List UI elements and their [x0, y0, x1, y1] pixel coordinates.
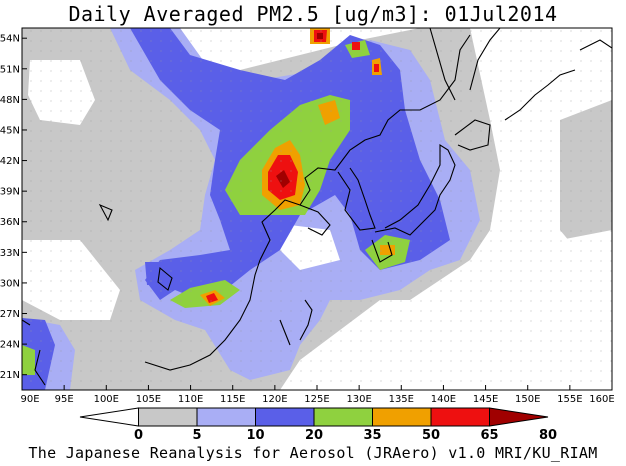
lat-tick-label: 33N: [0, 248, 20, 259]
lat-tick-label: 36N: [0, 217, 20, 228]
pm25-fields: [22, 28, 612, 390]
lon-tick-label: 160E: [589, 394, 614, 405]
lat-tick-label: 54N: [0, 34, 20, 45]
colorbar: 0 5 10 20 35 50 65 80: [79, 407, 557, 443]
colorbar-swatch: [489, 407, 549, 427]
colorbar-label: 20: [305, 428, 323, 443]
colorbar-label: 0: [134, 428, 143, 443]
lon-tick-label: 150E: [515, 394, 540, 405]
lon-tick-label: 120E: [262, 394, 287, 405]
colorbar-swatch: [430, 407, 490, 427]
map-title: Daily Averaged PM2.5 [ug/m3]: 01Jul2014: [68, 2, 558, 26]
coastlines: [22, 28, 612, 386]
colorbar-label: 65: [480, 428, 498, 443]
colorbar-label: 10: [246, 428, 264, 443]
lon-tick-label: 115E: [220, 394, 245, 405]
lon-tick-label: 130E: [346, 394, 371, 405]
lon-tick-label: 100E: [94, 394, 119, 405]
colorbar-swatch: [196, 407, 256, 427]
lon-tick-label: 90E: [20, 394, 39, 405]
lon-tick-label: 110E: [178, 394, 203, 405]
colorbar-label: 50: [422, 428, 440, 443]
lon-tick-label: 135E: [389, 394, 414, 405]
lat-tick-label: 45N: [0, 125, 20, 136]
colorbar-swatch: [138, 407, 198, 427]
colorbar-swatch: [372, 407, 432, 427]
colorbar-swatch: [79, 407, 139, 427]
colorbar-label: 5: [192, 428, 201, 443]
lon-tick-label: 140E: [431, 394, 456, 405]
colorbar-label: 35: [363, 428, 381, 443]
lon-tick-label: 105E: [136, 394, 161, 405]
lat-tick-label: 27N: [0, 309, 20, 320]
lat-tick-label: 24N: [0, 340, 20, 351]
lon-tick-label: 155E: [557, 394, 582, 405]
lon-tick-label: 145E: [473, 394, 498, 405]
colorbar-swatch: [255, 407, 315, 427]
lat-tick-label: 30N: [0, 278, 20, 289]
colorbar-swatch: [313, 407, 373, 427]
lat-tick-label: 21N: [0, 370, 20, 381]
lon-tick-label: 95E: [55, 394, 74, 405]
axis-ticks: 90E 95E 100E 105E 110E 115E 120E 125E 130E 135E 14…: [0, 34, 615, 405]
lat-tick-label: 39N: [0, 187, 20, 198]
footer-caption: The Japanese Reanalysis for Aerosol (JRA…: [28, 444, 598, 462]
lat-tick-label: 48N: [0, 95, 20, 106]
lon-tick-label: 125E: [304, 394, 329, 405]
lat-tick-label: 51N: [0, 64, 20, 75]
lat-tick-label: 42N: [0, 156, 20, 167]
colorbar-label: 80: [539, 428, 557, 443]
